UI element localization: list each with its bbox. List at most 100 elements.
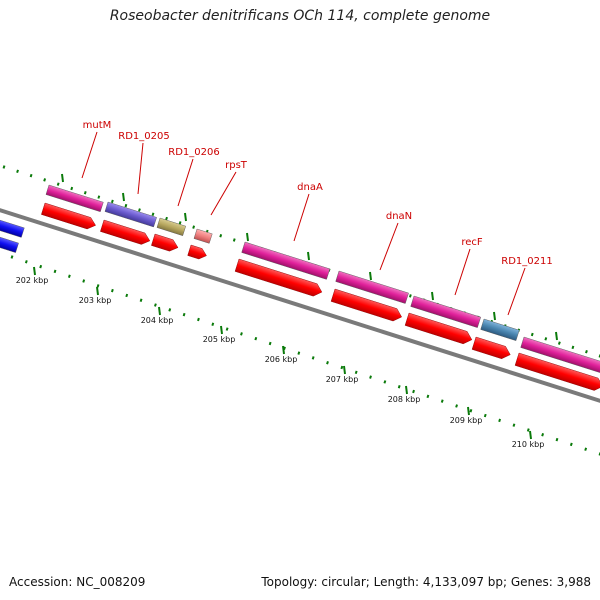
cds-arrow-rpsT: [187, 244, 207, 260]
outer-major-tick: [246, 232, 249, 242]
inner-scale-dot: [154, 303, 157, 307]
outer-major-tick: [61, 173, 64, 183]
inner-major-tick: [158, 306, 161, 316]
gene-label: rpsT: [225, 160, 248, 171]
cds-arrow-mutM: [41, 202, 96, 230]
gene-label: dnaA: [297, 182, 323, 193]
outer-major-tick: [122, 192, 125, 202]
outer-major-tick: [493, 311, 496, 321]
inner-scale-dot: [598, 452, 600, 456]
outer-major-tick: [369, 271, 372, 281]
gene-label: recF: [461, 237, 483, 248]
gene-bar-dnaN: [335, 270, 409, 304]
inner-scale-dot: [340, 365, 344, 370]
map-layer: 202 kbp 203 kbp 204 kbp 205 kbp 206 kbp 207 k…: [0, 120, 600, 456]
gene-leader-line: [210, 171, 237, 216]
gene-bar-RD1_0205: [104, 201, 157, 228]
outer-scale-dot: [598, 354, 600, 358]
inner-scale-dot: [96, 284, 100, 288]
outer-scale-dot: [43, 178, 47, 182]
outer-scale-dot: [165, 216, 168, 221]
cds-arrow-dnaN: [330, 288, 402, 322]
outer-scale-dot: [29, 173, 33, 178]
inner-scale-dot: [469, 409, 473, 413]
inner-major-tick: [96, 286, 99, 296]
outer-scale-dot: [2, 165, 6, 169]
tick-label: 209 kbp: [450, 416, 483, 425]
inner-scale-dot: [110, 288, 114, 293]
genome-title: Roseobacter denitrificans OCh 114, compl…: [109, 8, 491, 24]
inner-scale-dot: [426, 394, 430, 399]
tick-label: 202 kbp: [16, 276, 49, 285]
inner-scale-dot: [498, 418, 502, 423]
outer-scale-dot: [408, 294, 412, 298]
inner-scale-dot: [326, 360, 329, 365]
inner-scale-dot: [39, 264, 43, 269]
outer-major-tick: [431, 291, 434, 301]
gene-leader-line: [177, 158, 194, 207]
inner-scale-dot: [584, 447, 588, 451]
outer-scale-dot: [530, 332, 534, 337]
outer-scale-dot: [151, 212, 155, 216]
inner-scale-dot: [24, 260, 28, 264]
inner-major-tick: [529, 430, 532, 440]
gene-leader-line: [81, 131, 98, 179]
inner-scale-dot: [354, 370, 358, 375]
tick-label: 208 kbp: [388, 395, 421, 404]
cds-arrow-RD1_0205: [100, 219, 151, 245]
gene-label: RD1_0206: [168, 147, 219, 158]
inner-scale-dot: [412, 389, 415, 394]
gene-leader-line: [293, 193, 310, 242]
gene-label: RD1_0211: [501, 256, 552, 267]
outer-scale-dot: [97, 195, 101, 199]
inner-scale-dot: [53, 269, 57, 274]
outer-scale-dot: [110, 199, 114, 204]
cds-arrow-dnaA: [234, 258, 323, 297]
gene-bar-prev-2: [0, 233, 19, 253]
outer-scale-dot: [138, 208, 141, 212]
gene-leader-line: [137, 142, 144, 195]
outer-scale-dot: [585, 349, 588, 354]
tick-label: 203 kbp: [79, 296, 112, 305]
inner-scale-dot: [82, 279, 86, 283]
tick-label: 204 kbp: [141, 316, 174, 325]
gene-leader-line: [507, 267, 526, 316]
gene-bar-rpsT: [193, 228, 213, 244]
outer-scale-dot: [544, 337, 548, 341]
inner-scale-dot: [211, 322, 215, 327]
outer-scale-dot: [557, 341, 561, 345]
tick-label: 205 kbp: [203, 335, 236, 344]
gene-bar-mutM: [45, 184, 104, 213]
tick-label: 207 kbp: [326, 375, 359, 384]
outer-major-tick: [307, 251, 310, 261]
inner-scale-dot: [297, 351, 301, 355]
accession-label: Accession: NC_008209: [9, 575, 146, 589]
inner-scale-dot: [311, 356, 315, 360]
outer-scale-dot: [232, 238, 236, 242]
outer-major-tick: [555, 331, 558, 341]
inner-scale-dot: [383, 380, 387, 384]
gene-label: dnaN: [386, 211, 412, 222]
gene-leader-line: [379, 222, 399, 271]
inner-major-tick: [282, 345, 285, 355]
outer-major-tick: [184, 212, 187, 222]
inner-scale-dot: [168, 308, 172, 312]
gene-bar-next: [520, 336, 600, 375]
outer-scale-dot: [571, 345, 575, 350]
gene-bar-dnaA: [241, 241, 331, 280]
inner-scale-dot: [369, 375, 372, 379]
inner-major-tick: [220, 325, 223, 335]
outer-scale-dot: [219, 233, 223, 238]
inner-major-tick: [405, 385, 408, 395]
inner-major-tick: [467, 406, 470, 416]
inner-scale-dot: [526, 428, 530, 432]
gene-label: RD1_0205: [118, 131, 169, 142]
tick-label: 206 kbp: [265, 355, 298, 364]
cds-arrow-next: [514, 352, 600, 391]
inner-scale-dot: [197, 317, 200, 322]
gene-bar-prev: [0, 216, 25, 238]
tick-label: 210 kbp: [512, 440, 545, 449]
outer-scale-dot: [56, 182, 60, 186]
inner-scale-dot: [440, 399, 444, 403]
gene-bar-recF: [410, 295, 481, 328]
